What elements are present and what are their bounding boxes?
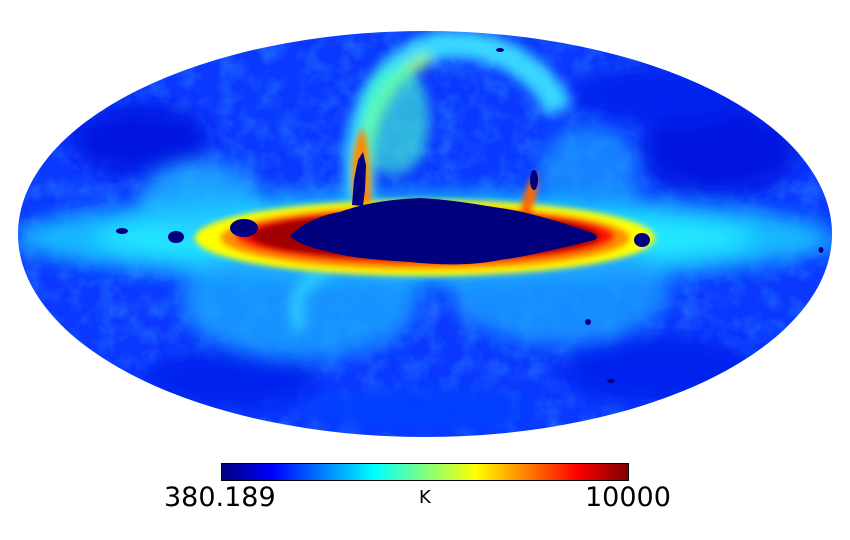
saturated-core: [116, 48, 824, 383]
colorbar-min-label: 380.189: [164, 482, 276, 513]
map-projection: [18, 31, 832, 437]
sky-map: [18, 31, 832, 437]
colorbar-max-label: 10000: [585, 482, 671, 513]
colorbar-unit-label: K: [419, 487, 431, 508]
colorbar: [221, 463, 629, 481]
colorbar-gradient: [222, 464, 628, 480]
